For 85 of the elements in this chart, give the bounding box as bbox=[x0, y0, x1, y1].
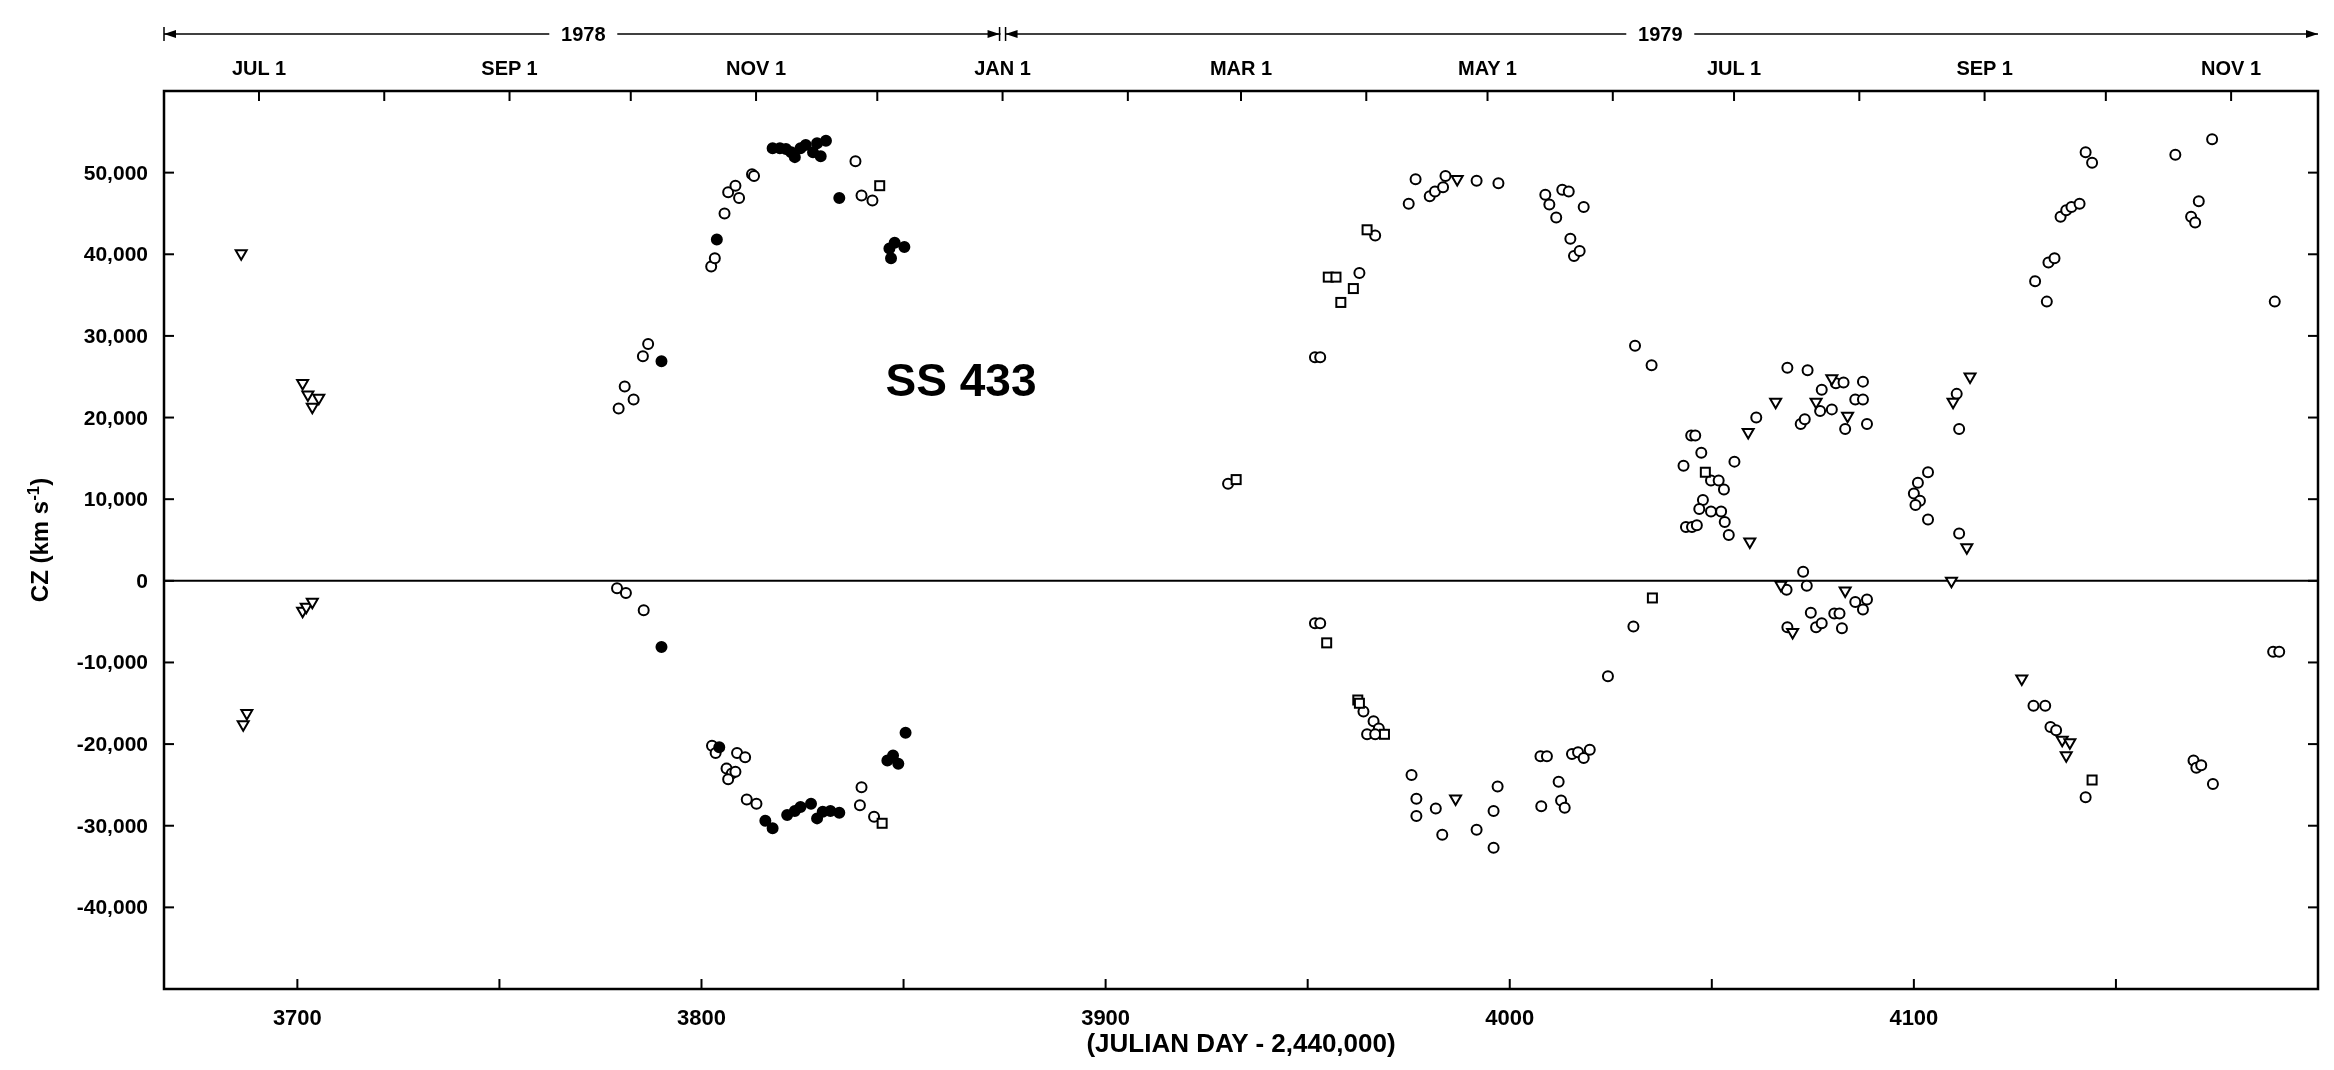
point bbox=[305, 597, 319, 610]
point bbox=[312, 393, 326, 406]
point bbox=[2059, 751, 2073, 763]
point bbox=[794, 800, 807, 813]
point bbox=[1321, 637, 1333, 649]
point bbox=[655, 355, 668, 368]
point bbox=[1335, 296, 1347, 308]
point bbox=[898, 240, 911, 253]
y-tick-label: -20,000 bbox=[76, 732, 148, 756]
point bbox=[1450, 174, 1464, 187]
point bbox=[234, 249, 248, 261]
point bbox=[1944, 576, 1958, 589]
x-tick-label: 3900 bbox=[1081, 1005, 1131, 1030]
point bbox=[1774, 580, 1788, 593]
point bbox=[819, 134, 832, 147]
point bbox=[1230, 474, 1242, 486]
point bbox=[1809, 397, 1823, 410]
point bbox=[1960, 543, 1974, 555]
y-tick-label: 0 bbox=[136, 568, 148, 592]
x2-tick-label: JAN 1 bbox=[974, 57, 1031, 79]
point bbox=[885, 252, 898, 265]
point bbox=[887, 749, 900, 762]
point bbox=[1838, 586, 1852, 598]
point bbox=[713, 741, 726, 754]
point bbox=[833, 806, 846, 819]
point bbox=[814, 150, 827, 163]
y-tick-label: 30,000 bbox=[83, 323, 148, 347]
x2-tick-label: MAR 1 bbox=[1209, 57, 1273, 79]
text: 1978 bbox=[561, 23, 606, 45]
y-tick-label: -40,000 bbox=[76, 895, 148, 919]
x2-tick-label: NOV 1 bbox=[2201, 57, 2262, 79]
point bbox=[1963, 372, 1977, 385]
point bbox=[240, 708, 254, 721]
point bbox=[301, 390, 315, 402]
x-tick-label: 3800 bbox=[677, 1005, 726, 1030]
point bbox=[236, 720, 250, 732]
point bbox=[2063, 738, 2077, 750]
x2-tick-label: MAY 1 bbox=[1458, 57, 1517, 79]
x-tick-label: 3700 bbox=[272, 1005, 322, 1030]
point bbox=[2086, 774, 2098, 786]
x2-tick-label: SEP 1 bbox=[1956, 57, 2013, 79]
point bbox=[1361, 224, 1373, 236]
point bbox=[899, 726, 912, 739]
x2-tick-label: JUL 1 bbox=[1706, 57, 1762, 79]
point bbox=[1946, 397, 1960, 410]
x-axis-title: (JULIAN DAY - 2,440,000) bbox=[1086, 1028, 1396, 1058]
x2-tick-label: SEP 1 bbox=[481, 57, 538, 79]
point bbox=[1741, 428, 1755, 440]
y-tick-label: 10,000 bbox=[83, 487, 148, 511]
point bbox=[892, 757, 905, 770]
y-tick-label: 20,000 bbox=[83, 405, 148, 429]
x-tick-label: 4000 bbox=[1485, 1005, 1535, 1030]
point bbox=[1378, 728, 1390, 740]
point bbox=[799, 138, 812, 151]
point bbox=[1786, 628, 1800, 640]
y-tick-label: 50,000 bbox=[83, 160, 148, 184]
point bbox=[1330, 271, 1342, 283]
point bbox=[710, 233, 723, 246]
point bbox=[1347, 283, 1359, 295]
point bbox=[1449, 794, 1463, 807]
point bbox=[1699, 466, 1711, 478]
point bbox=[1769, 397, 1783, 410]
point bbox=[655, 640, 668, 653]
y-tick-label: 40,000 bbox=[83, 242, 148, 266]
point bbox=[305, 402, 319, 415]
point bbox=[1841, 411, 1855, 424]
point bbox=[2015, 674, 2029, 687]
point bbox=[833, 191, 846, 204]
point bbox=[1646, 592, 1658, 604]
point bbox=[1743, 537, 1757, 549]
text: 1979 bbox=[1638, 23, 1683, 45]
point bbox=[874, 180, 886, 192]
x-tick-label: 4100 bbox=[1889, 1005, 1939, 1030]
point bbox=[766, 822, 779, 835]
x2-tick-label: NOV 1 bbox=[726, 57, 787, 79]
point bbox=[805, 797, 818, 810]
point bbox=[1825, 374, 1839, 386]
annotation: SS 433 bbox=[885, 354, 1037, 407]
point bbox=[296, 379, 310, 391]
x2-tick-label: JUL 1 bbox=[231, 57, 287, 79]
point bbox=[876, 817, 888, 829]
y-tick-label: -30,000 bbox=[76, 813, 148, 837]
point bbox=[888, 236, 901, 249]
point bbox=[759, 814, 772, 827]
y-tick-label: -10,000 bbox=[76, 650, 148, 674]
